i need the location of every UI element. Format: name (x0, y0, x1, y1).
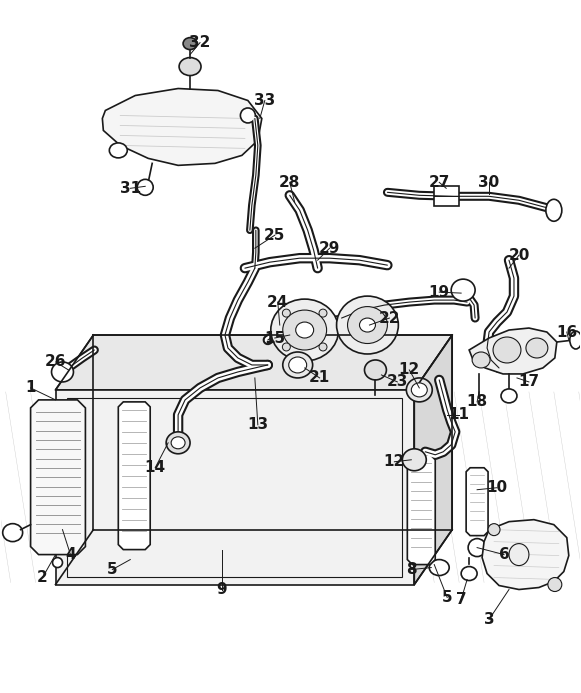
Text: 2: 2 (37, 570, 48, 585)
Ellipse shape (183, 37, 197, 50)
Ellipse shape (501, 389, 517, 403)
Polygon shape (434, 186, 459, 207)
Text: 21: 21 (309, 371, 330, 385)
Polygon shape (482, 520, 569, 590)
Ellipse shape (493, 337, 521, 363)
Polygon shape (31, 400, 85, 554)
Text: 4: 4 (65, 547, 76, 562)
Ellipse shape (461, 567, 477, 581)
Text: 29: 29 (319, 240, 340, 256)
Ellipse shape (472, 352, 490, 368)
Ellipse shape (109, 143, 127, 158)
Ellipse shape (319, 343, 327, 351)
Ellipse shape (289, 357, 307, 373)
Text: 25: 25 (264, 228, 285, 243)
Text: 18: 18 (467, 394, 487, 410)
Ellipse shape (171, 437, 185, 449)
Text: 12: 12 (384, 455, 405, 469)
Text: 3: 3 (484, 612, 494, 627)
Text: 12: 12 (399, 362, 420, 378)
Ellipse shape (548, 577, 562, 592)
Ellipse shape (296, 322, 314, 338)
Text: 23: 23 (387, 374, 408, 389)
Ellipse shape (406, 378, 432, 402)
Text: 5: 5 (107, 562, 117, 577)
Ellipse shape (546, 200, 562, 221)
Text: 14: 14 (145, 460, 166, 475)
Text: 11: 11 (449, 407, 469, 422)
Text: 27: 27 (429, 175, 450, 190)
Ellipse shape (429, 559, 449, 576)
Polygon shape (102, 89, 262, 166)
Polygon shape (466, 468, 488, 536)
Text: 17: 17 (518, 374, 540, 389)
Ellipse shape (282, 343, 290, 351)
Ellipse shape (411, 383, 427, 397)
Text: 16: 16 (556, 324, 578, 340)
Text: 24: 24 (267, 295, 288, 310)
Ellipse shape (3, 524, 23, 542)
Ellipse shape (526, 338, 548, 358)
Text: 8: 8 (406, 562, 417, 577)
Ellipse shape (52, 558, 63, 568)
Text: 32: 32 (189, 35, 211, 50)
Ellipse shape (403, 449, 426, 471)
Ellipse shape (271, 299, 339, 361)
Ellipse shape (52, 362, 73, 382)
Ellipse shape (137, 179, 153, 195)
Ellipse shape (451, 279, 475, 301)
Polygon shape (56, 390, 414, 584)
Ellipse shape (283, 310, 327, 350)
Text: 28: 28 (279, 175, 300, 190)
Text: 20: 20 (508, 247, 530, 263)
Text: 9: 9 (217, 582, 227, 597)
Text: 10: 10 (486, 480, 508, 495)
Ellipse shape (283, 352, 313, 378)
Text: 26: 26 (45, 354, 66, 369)
Ellipse shape (166, 432, 190, 454)
Text: 19: 19 (429, 285, 450, 299)
Polygon shape (56, 335, 452, 390)
Text: 7: 7 (456, 592, 467, 607)
Ellipse shape (488, 524, 500, 536)
Ellipse shape (570, 331, 581, 349)
Text: 15: 15 (264, 331, 285, 346)
Text: 1: 1 (26, 380, 36, 396)
Ellipse shape (509, 543, 529, 565)
Ellipse shape (319, 309, 327, 317)
Ellipse shape (336, 296, 399, 354)
Polygon shape (407, 455, 435, 565)
Ellipse shape (360, 318, 375, 332)
Ellipse shape (347, 306, 388, 344)
Polygon shape (414, 335, 452, 584)
Text: 30: 30 (478, 175, 500, 190)
Polygon shape (469, 328, 557, 374)
Ellipse shape (241, 108, 255, 123)
Text: 13: 13 (248, 417, 268, 432)
Text: 22: 22 (379, 310, 400, 326)
Text: 33: 33 (254, 93, 275, 108)
Text: 5: 5 (442, 590, 453, 605)
Bar (67, 398, 403, 577)
Ellipse shape (364, 360, 386, 380)
Ellipse shape (282, 309, 290, 317)
Text: 31: 31 (120, 181, 141, 196)
Ellipse shape (468, 538, 486, 556)
Text: 6: 6 (498, 547, 510, 562)
Polygon shape (119, 402, 150, 550)
Ellipse shape (179, 58, 201, 76)
